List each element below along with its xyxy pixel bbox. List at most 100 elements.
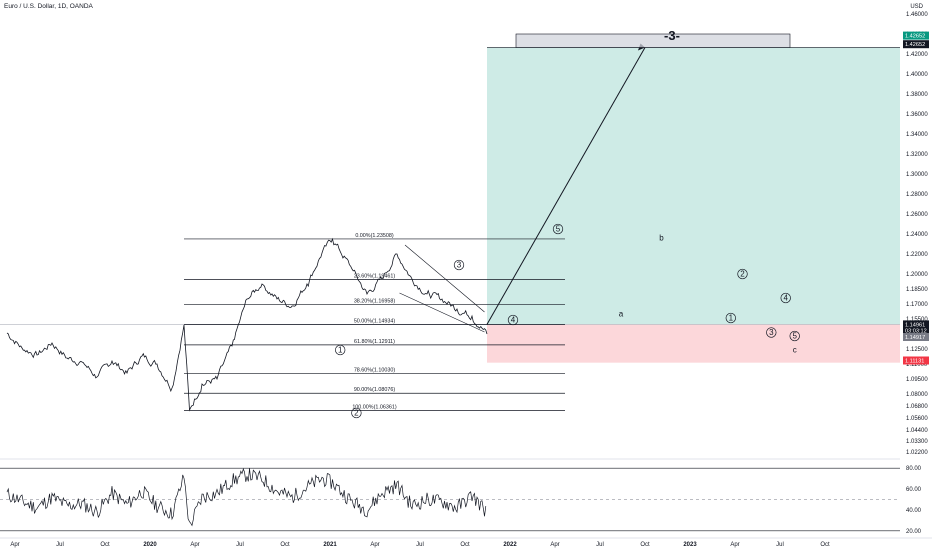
- wave-circle-icon: [789, 330, 800, 342]
- time-axis-tick: Jul: [776, 542, 784, 548]
- channel-upper-line: [404, 244, 485, 313]
- price-badge-label: 1.42652: [905, 42, 925, 48]
- wave-label: 4: [783, 294, 788, 303]
- price-axis-tick: 1.08000: [906, 392, 928, 398]
- price-badge: [903, 320, 929, 329]
- time-axis-tick: Oct: [640, 542, 650, 548]
- channel-lower-line: [399, 292, 485, 333]
- price-badge: [903, 326, 929, 335]
- projection-arrow: [486, 47, 646, 325]
- time-axis-tick: 2020: [143, 542, 157, 548]
- price-axis-tick: 1.17000: [906, 302, 928, 308]
- eurusd-price-line: [6, 237, 488, 412]
- price-badge-label: 03:03:12: [905, 329, 927, 335]
- stop-zone: [487, 324, 900, 363]
- price-axis: 1.460001.440001.420001.400001.380001.360…: [903, 12, 929, 456]
- time-axis-tick: Oct: [100, 542, 110, 548]
- price-badge-label: 1.11131: [905, 359, 924, 365]
- fibonacci-retracement: 0.00%(1.23508) 23.60%(1.19461) 38.20%(1.16…: [184, 233, 565, 411]
- price-axis-tick: 1.30000: [906, 172, 928, 178]
- position-tool: [0, 47, 900, 363]
- time-axis-tick: Apr: [370, 542, 379, 548]
- fib-level-label: 38.20%(1.16958): [354, 298, 396, 304]
- wave-label: 5: [792, 332, 797, 341]
- price-axis-tick: 1.02200: [906, 450, 928, 456]
- wave-circle-icon: [737, 268, 748, 280]
- rsi-pane: 80.00 60.00 40.00 20.00: [0, 458, 922, 535]
- time-axis: Apr Jul Oct 2020 Apr Jul Oct 2021 Apr Jul Oct 2022 A…: [0, 537, 932, 548]
- price-axis-tick: 1.38000: [906, 92, 928, 98]
- price-axis-tick: 1.32000: [906, 152, 928, 158]
- fib-level-label: 100.00%(1.06361): [352, 404, 397, 410]
- price-badge-label: 1.14917: [905, 335, 925, 341]
- time-axis-tick: Jul: [416, 542, 424, 548]
- price-axis-tick: 1.40000: [906, 72, 928, 78]
- wave-circle-icon: [552, 223, 564, 235]
- wave-label: a: [619, 310, 624, 319]
- rsi-axis-tick: 40.00: [906, 508, 922, 514]
- time-axis-tick: 2023: [683, 542, 697, 548]
- wave-label: 3: [769, 328, 774, 337]
- price-axis-tick: 1.46000: [906, 12, 928, 18]
- time-axis-tick: 2021: [323, 542, 337, 548]
- price-badge: [903, 31, 929, 40]
- wave-label: 1: [729, 314, 734, 323]
- price-badge-label: 1.42652: [905, 34, 925, 40]
- wave-circle-icon: [453, 259, 465, 271]
- wave-label: 2: [740, 270, 745, 279]
- wave-circle-icon: [351, 407, 362, 419]
- price-axis-tick: 1.20000: [906, 272, 928, 278]
- price-axis-tick: 1.28000: [906, 192, 928, 198]
- symbol-title: Euro / U.S. Dollar, 1D, OANDA: [4, 3, 94, 10]
- wave-circle-icon: [725, 312, 736, 324]
- time-axis-tick: Apr: [550, 542, 559, 548]
- price-axis-tick: 1.11000: [906, 362, 928, 368]
- price-axis-tick: 1.12500: [906, 347, 928, 353]
- price-axis-tick: 1.22000: [906, 252, 928, 258]
- wave-label: 4: [511, 316, 516, 325]
- fib-level-label: 90.00%(1.08076): [354, 387, 396, 393]
- wave-circle-icon: [766, 327, 777, 338]
- fib-level-label: 78.60%(1.10030): [354, 368, 396, 374]
- time-axis-tick: Apr: [190, 542, 199, 548]
- time-axis-tick: Oct: [820, 542, 830, 548]
- wave-label: 2: [354, 409, 359, 418]
- time-axis-tick: Apr: [730, 542, 739, 548]
- target-annotation: -3-: [664, 28, 680, 43]
- time-axis-tick: Apr: [10, 542, 19, 548]
- price-badge-label: 1.14961: [905, 322, 925, 328]
- wave-label: c: [793, 346, 797, 355]
- time-axis-tick: Oct: [280, 542, 290, 548]
- price-badge: [903, 40, 929, 49]
- wave-circle-icon: [335, 344, 346, 356]
- price-axis-tick: 1.34000: [906, 132, 928, 138]
- fib-level-label: 23.60%(1.19461): [354, 273, 396, 279]
- price-axis-tick: 1.15500: [906, 317, 928, 323]
- price-axis-tick: 1.03300: [906, 439, 928, 445]
- price-axis-tick: 1.04400: [906, 428, 928, 434]
- rsi-axis-tick: 80.00: [906, 466, 922, 472]
- rsi-axis-tick: 60.00: [906, 487, 922, 493]
- time-axis-tick: Oct: [460, 542, 470, 548]
- currency-label: USD: [910, 4, 923, 10]
- wave-circle-icon: [780, 292, 791, 304]
- fib-level-label: 61.80%(1.12911): [354, 339, 395, 345]
- target-zone: [487, 47, 900, 325]
- target-box: [515, 33, 791, 48]
- price-series: [6, 237, 488, 412]
- price-badge: [903, 356, 929, 365]
- rsi-line: [6, 468, 487, 527]
- price-badge: [903, 333, 929, 341]
- time-axis-tick: Jul: [596, 542, 604, 548]
- fib-level-label: 0.00%(1.23508): [355, 233, 394, 239]
- drawings: [399, 33, 791, 333]
- price-axis-tick: 1.42000: [906, 52, 928, 58]
- time-axis-tick: Jul: [236, 542, 244, 548]
- rsi-axis-tick: 20.00: [906, 529, 922, 535]
- price-axis-tick: 1.36000: [906, 112, 928, 118]
- price-axis-tick: 1.05600: [906, 416, 928, 422]
- fib-level-label: 50.00%(1.14934): [354, 319, 396, 325]
- time-axis-tick: Jul: [56, 542, 64, 548]
- price-axis-tick: 1.24000: [906, 232, 928, 238]
